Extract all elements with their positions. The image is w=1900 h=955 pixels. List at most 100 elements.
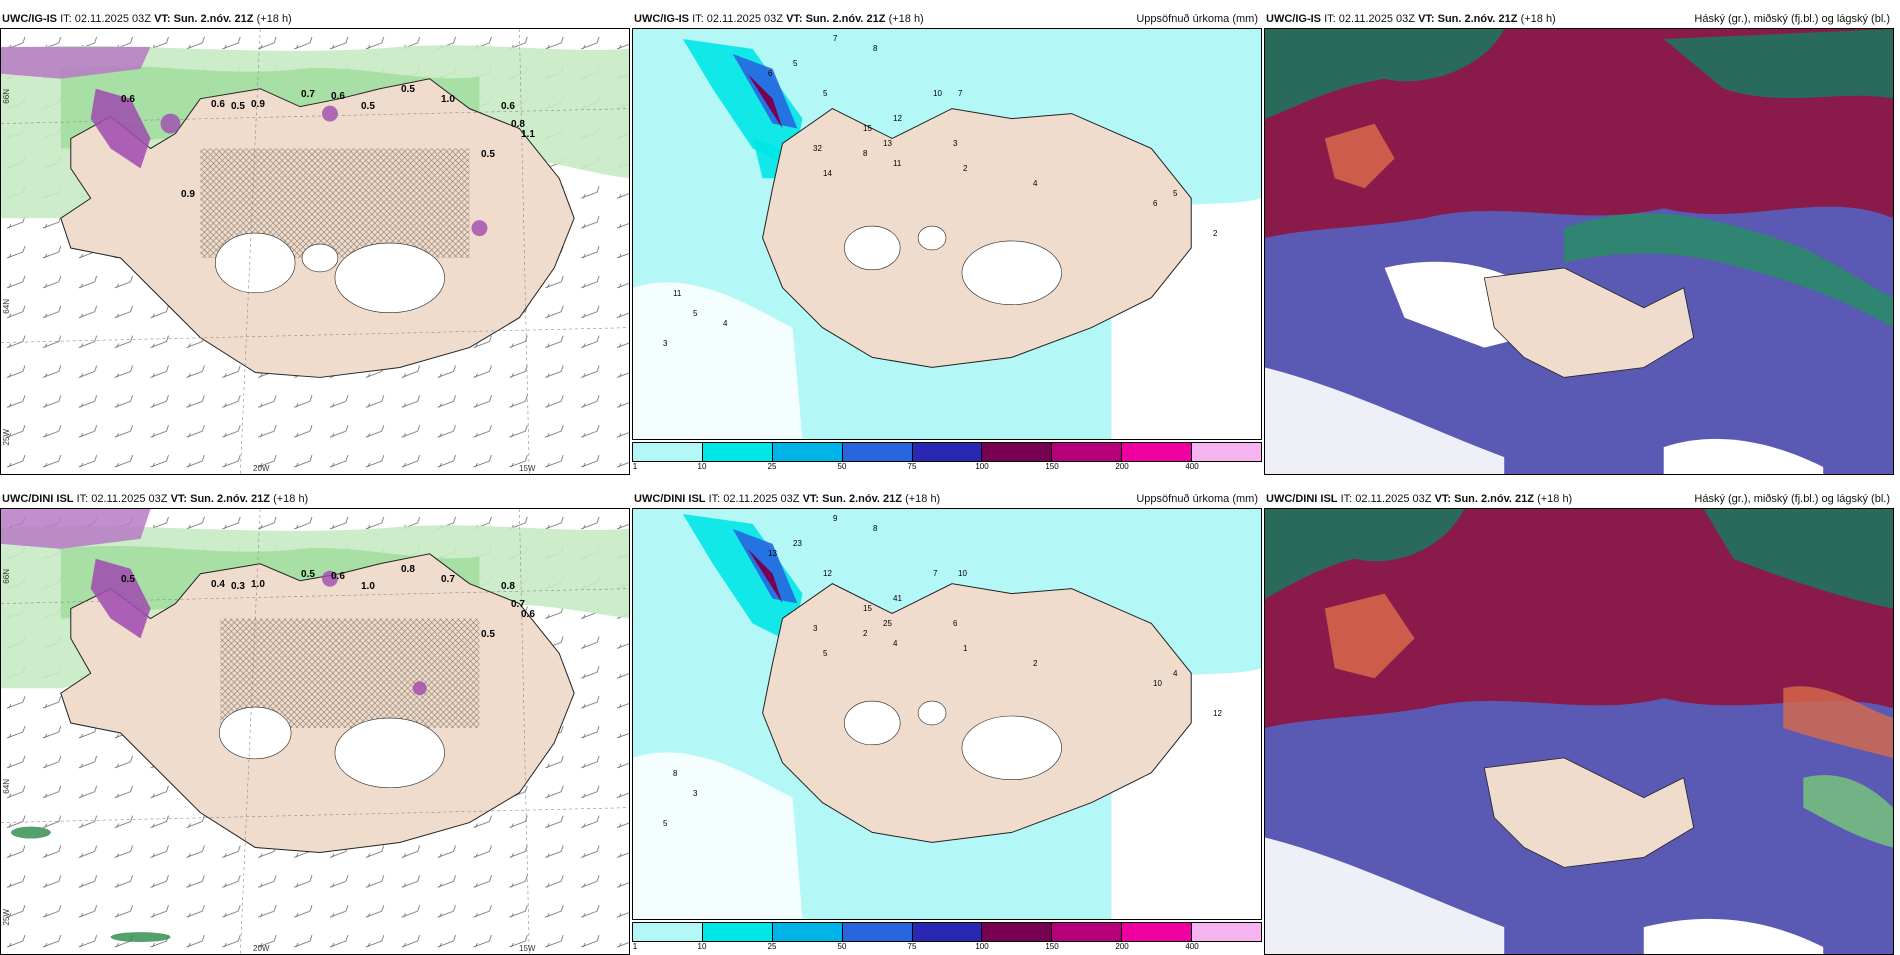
colorbar-swatch [702,923,773,941]
precip-value-label: 8 [673,769,678,778]
wind-value-label: 0.6 [331,91,345,102]
wind-value-label: 0.4 [211,579,225,590]
wind-value-label: 0.6 [211,99,225,110]
precip-panel-bottom: UWC/DINI ISL IT: 02.11.2025 03Z VT: Sun.… [632,490,1262,955]
colorbar-tick-label: 25 [767,942,777,951]
cloud-panel-bottom: UWC/DINI ISL IT: 02.11.2025 03Z VT: Sun.… [1264,490,1894,955]
colorbar-swatch [912,443,983,461]
lat-label-66: 66N [2,569,11,584]
colorbar-ticks: 1 10 25 50 75 100 150 200 400 [632,462,1262,474]
panel-header: UWC/DINI ISL IT: 02.11.2025 03Z VT: Sun.… [632,490,1262,508]
precip-value-label: 4 [1173,669,1178,678]
precip-map: 9 8 13 23 12 10 15 41 25 7 4 3 5 2 6 1 2 10 4 12 8 3 5 [632,508,1262,920]
precip-value-label: 5 [1173,189,1178,198]
precip-value-label: 13 [768,549,777,558]
precip-value-label: 5 [793,59,798,68]
panel-header: UWC/IG-IS IT: 02.11.2025 03Z VT: Sun. 2.… [1264,10,1894,28]
vt-value: Sun. 2.nóv. 21Z [822,493,902,505]
model-name: UWC/IG-IS [1266,13,1321,25]
vt-value: Sun. 2.nóv. 21Z [173,13,254,25]
cloud-map-svg [1265,29,1893,474]
colorbar-swatch [982,443,1053,461]
wind-map: 66N 64N 25W 20W 15W 0.4 0.3 1.0 0.5 0.6 1.0 0.… [0,508,630,955]
wind-map-svg [1,509,629,954]
vt-label: VT: [786,13,803,25]
lon-label-20: 20W [253,944,270,953]
precip-value-label: 5 [823,649,828,658]
wind-value-label: 0.6 [521,609,535,620]
precip-value-label: 8 [873,44,878,53]
precip-value-label: 25 [883,619,892,628]
vt-label: VT: [154,13,171,25]
colorbar-swatch [1192,923,1262,941]
vt-value: Sun. 2.nóv. 21Z [1454,493,1534,505]
colorbar-swatch [772,443,843,461]
precip-value-label: 10 [933,89,942,98]
wind-value-label: 0.8 [511,119,525,130]
wind-value-label: 0.5 [301,569,315,580]
vt-label: VT: [1418,13,1435,25]
precip-panel-top: UWC/IG-IS IT: 02.11.2025 03Z VT: Sun. 2.… [632,10,1262,475]
cloud-map [1264,28,1894,475]
it-value: 02.11.2025 03Z [706,13,783,25]
wind-value-label: 0.5 [481,629,495,640]
colorbar-tick-label: 150 [1045,462,1059,471]
lead-time: (+18 h) [905,493,941,505]
precip-value-label: 11 [673,289,682,298]
lon-label-15: 15W [519,944,536,953]
colorbar-tick-label: 75 [907,942,917,951]
precip-value-label: 23 [793,539,802,548]
it-label: IT: [708,493,721,505]
panel-header: UWC/DINI ISL IT: 02.11.2025 03Z VT: Sun.… [1264,490,1894,508]
vt-label: VT: [802,493,820,505]
model-name: UWC/DINI ISL [2,493,74,505]
cloud-title: Háský (gr.), miðský (fj.bl.) og lágský (… [1694,493,1890,505]
precip-value-label: 2 [1213,229,1218,238]
precip-value-label: 12 [893,114,902,123]
wind-value-label: 0.6 [331,571,345,582]
wind-value-label: 0.7 [511,599,525,610]
lat-label-64: 64N [2,779,11,794]
it-value: 02.11.2025 03Z [723,493,800,505]
precip-value-label: 2 [1033,659,1038,668]
cloud-map-svg [1265,509,1893,954]
lat-label-64: 64N [2,299,11,314]
colorbar [632,922,1262,942]
wind-map: 66N 64N 25W 20W 15W 0.6 0.5 0.9 0.7 0.6 0.5 0.… [0,28,630,475]
lat-label-66: 66N [2,89,11,104]
colorbar-tick-label: 100 [975,942,989,951]
wind-value-label: 0.9 [181,189,195,200]
colorbar-swatch [633,923,703,941]
colorbar-swatch [842,923,913,941]
colorbar-swatch [1122,443,1193,461]
cloud-map [1264,508,1894,955]
colorbar-tick-label: 400 [1185,942,1199,951]
colorbar-swatch [702,443,773,461]
colorbar-swatch [982,923,1053,941]
wind-value-label: 0.3 [231,581,245,592]
precip-value-label: 8 [863,149,868,158]
precip-value-label: 12 [823,569,832,578]
colorbar-swatch [633,443,703,461]
colorbar-tick-label: 10 [697,942,707,951]
precip-value-label: 3 [813,624,818,633]
it-value: 02.11.2025 03Z [91,493,168,505]
colorbar-tick-label: 25 [767,462,777,471]
colorbar-swatch [772,923,843,941]
precip-map: 7 8 6 5 5 7 15 12 13 10 11 32 14 8 3 2 4 6 5 2 11 5 3 4 [632,28,1262,440]
colorbar-tick-label: 100 [975,462,989,471]
colorbar-tick-label: 150 [1045,942,1059,951]
colorbar-tick-label: 400 [1185,462,1199,471]
it-label: IT: [1340,493,1353,505]
wind-value-label: 0.5 [121,574,135,585]
vt-value: Sun. 2.nóv. 21Z [190,493,270,505]
it-label: IT: [692,13,704,25]
panel-header: UWC/IG-IS IT: 02.11.2025 03Z VT: Sun. 2.… [0,10,630,28]
cloud-title: Háský (gr.), miðský (fj.bl.) og lágský (… [1694,13,1890,25]
model-name: UWC/IG-IS [634,13,689,25]
it-value: 02.11.2025 03Z [74,13,151,25]
wind-panel-top: UWC/IG-IS IT: 02.11.2025 03Z VT: Sun. 2.… [0,10,630,475]
precip-value-label: 2 [863,629,868,638]
precip-value-label: 5 [663,819,668,828]
colorbar [632,442,1262,462]
